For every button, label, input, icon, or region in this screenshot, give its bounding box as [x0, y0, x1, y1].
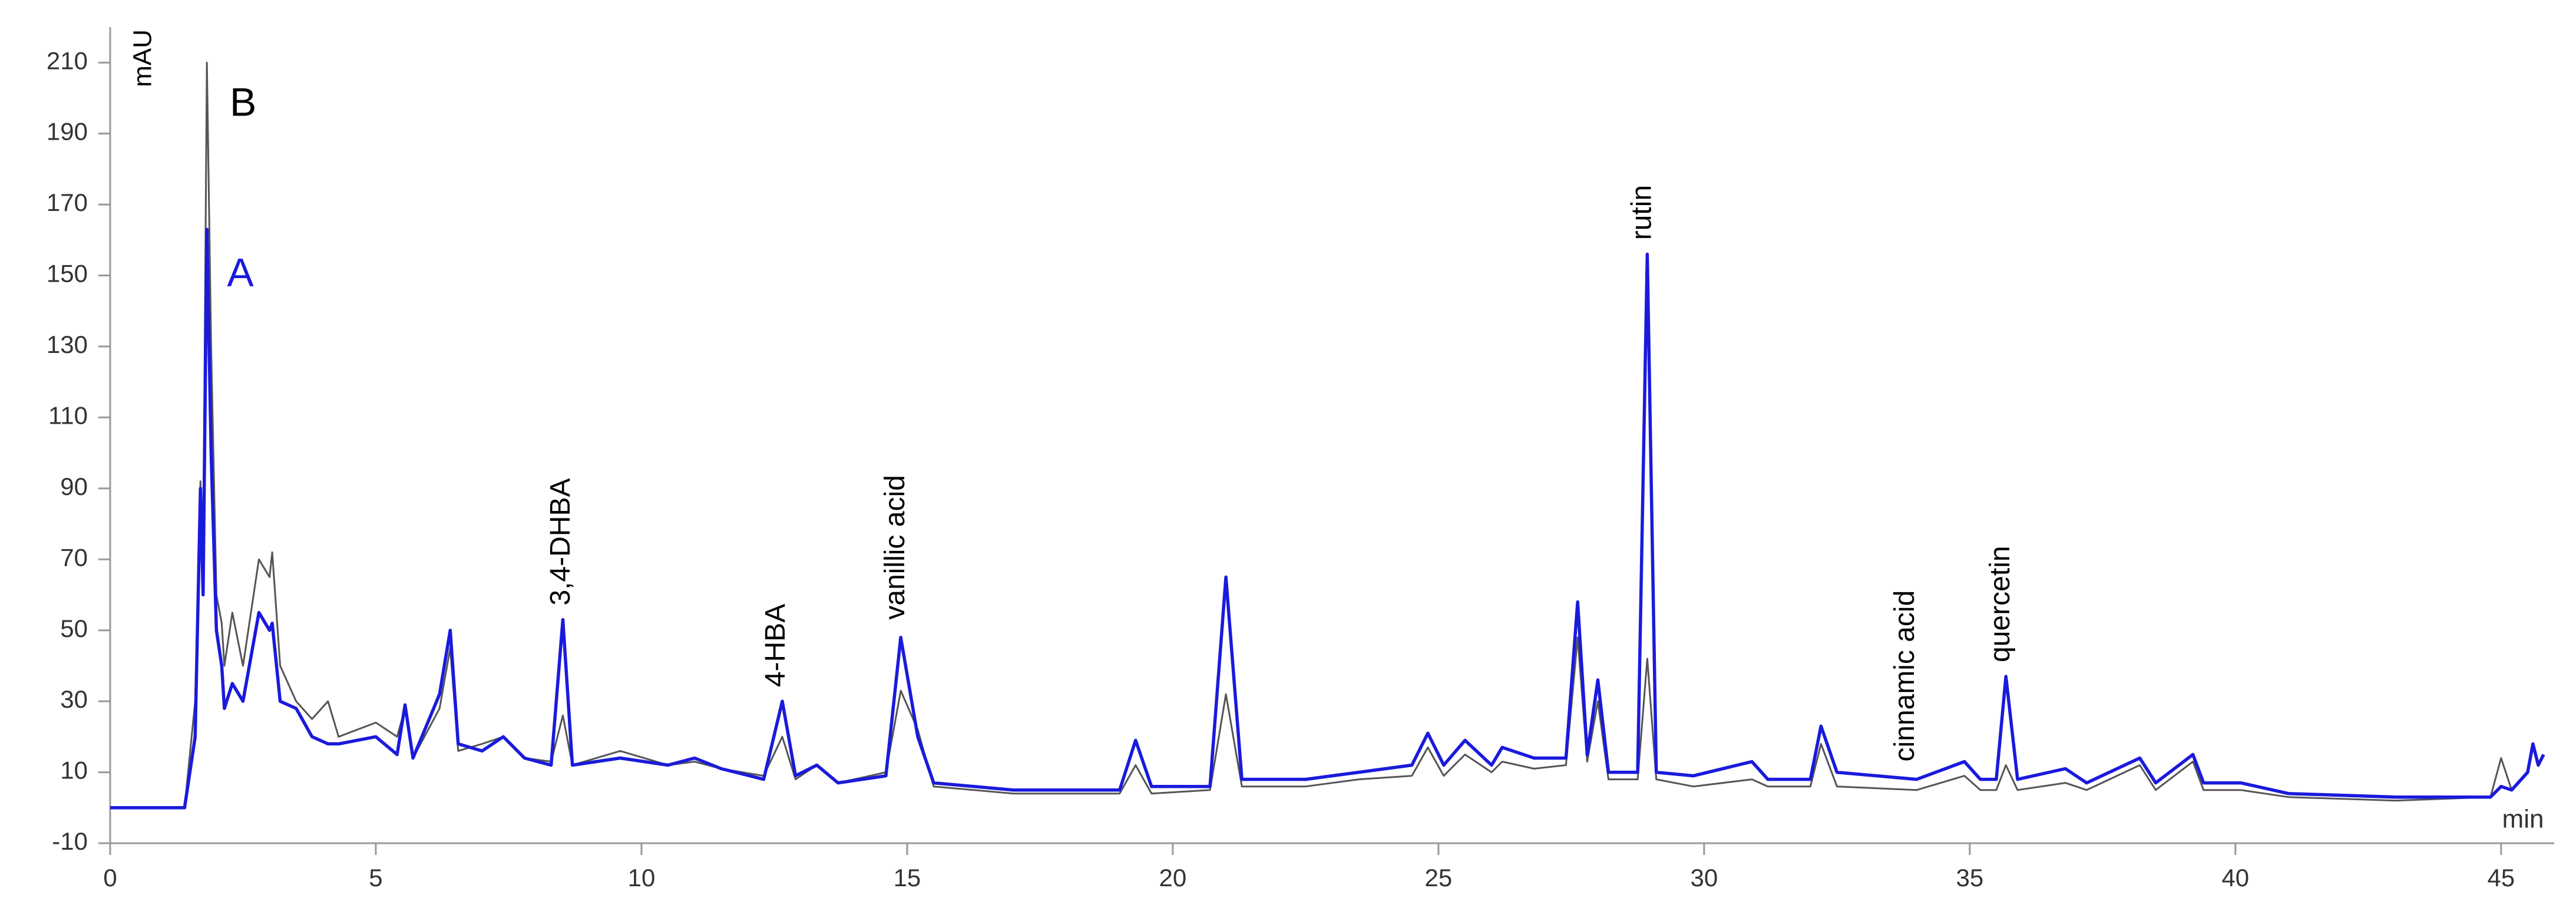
x-tick-label: 35 — [1956, 864, 1983, 892]
legend-label: B — [230, 80, 256, 124]
x-axis-label: min — [2502, 805, 2544, 834]
x-tick-label: 30 — [1691, 864, 1718, 892]
x-tick-label: 5 — [369, 864, 382, 892]
y-tick-label: 210 — [47, 47, 88, 74]
peak-annotation: rutin — [1626, 185, 1657, 240]
x-tick-label: 40 — [2221, 864, 2249, 892]
y-tick-label: 130 — [47, 331, 88, 358]
legend-label: A — [227, 250, 254, 295]
peak-annotation: vanillic acid — [879, 475, 911, 619]
series-line — [110, 227, 2545, 810]
y-tick-label: 50 — [60, 615, 88, 642]
y-tick-label: 70 — [60, 543, 88, 571]
x-tick-label: 25 — [1425, 864, 1453, 892]
x-tick-label: 10 — [628, 864, 656, 892]
y-tick-label: 10 — [60, 757, 88, 784]
x-tick-label: 45 — [2487, 864, 2515, 892]
x-tick-label: 15 — [894, 864, 921, 892]
y-axis-label: mAU — [128, 29, 157, 87]
peak-annotation: 3,4-DHBA — [545, 478, 576, 605]
peak-annotation: 4-HBA — [760, 604, 791, 687]
y-tick-label: 30 — [60, 685, 88, 713]
y-tick-label: -10 — [52, 827, 88, 855]
y-tick-label: 110 — [48, 401, 88, 429]
x-tick-label: 20 — [1159, 864, 1187, 892]
y-tick-label: 150 — [47, 260, 88, 288]
y-tick-label: 170 — [47, 189, 88, 216]
peak-annotation: quercetin — [1985, 546, 2016, 662]
peak-annotation: cinnamic acid — [1889, 590, 1920, 762]
series-line — [110, 61, 2545, 809]
y-tick-label: 190 — [47, 118, 88, 146]
x-tick-label: 0 — [103, 864, 117, 892]
y-tick-label: 90 — [60, 473, 88, 500]
